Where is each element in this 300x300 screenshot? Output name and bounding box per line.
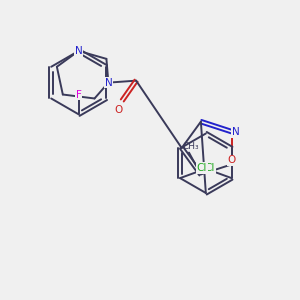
Text: F: F: [76, 89, 82, 100]
Text: O: O: [228, 155, 236, 165]
Text: N: N: [232, 127, 240, 137]
Text: Cl: Cl: [197, 163, 207, 173]
Text: Cl: Cl: [205, 163, 215, 173]
Text: CH₃: CH₃: [183, 142, 199, 151]
Text: O: O: [114, 105, 122, 116]
Text: N: N: [104, 78, 112, 88]
Text: N: N: [75, 46, 83, 56]
